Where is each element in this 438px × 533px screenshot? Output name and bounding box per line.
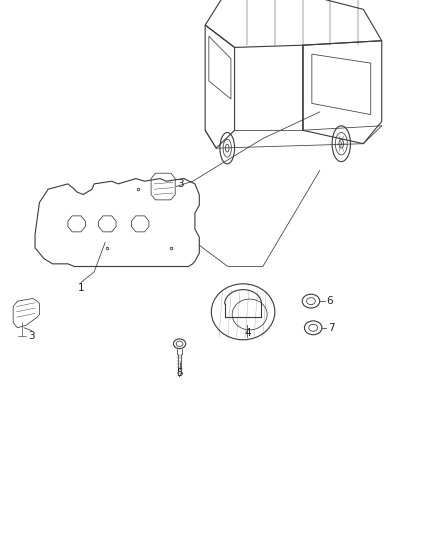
Text: 4: 4 (244, 328, 251, 338)
Text: 3: 3 (28, 331, 35, 341)
Text: 1: 1 (78, 283, 85, 293)
Text: 3: 3 (177, 179, 184, 189)
Text: 6: 6 (326, 296, 333, 306)
Text: 5: 5 (176, 368, 183, 378)
Text: 7: 7 (328, 323, 334, 333)
